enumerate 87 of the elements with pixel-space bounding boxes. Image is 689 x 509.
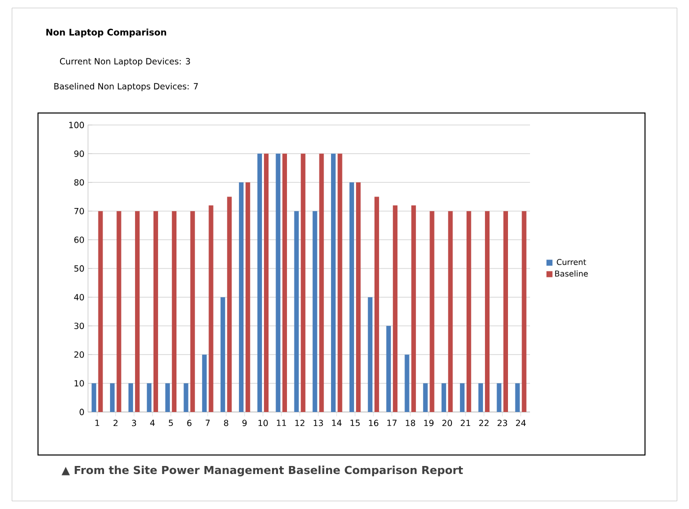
chart-title: Non Laptop Comparison [46, 28, 166, 38]
bar [282, 154, 287, 412]
y-tick-label: 60 [74, 236, 84, 243]
bar [135, 211, 140, 412]
text: Current Non Laptop Devices: 3 [60, 58, 190, 66]
y-tick-label: 10 [74, 380, 84, 386]
y-tick-label: 0 [80, 408, 84, 416]
x-tick-label: 1 [95, 420, 100, 426]
bar [184, 383, 188, 412]
bar [374, 196, 380, 412]
bar [448, 211, 453, 412]
bar [202, 354, 207, 412]
y-tick-label: 70 [74, 208, 84, 214]
y-tick-label: 40 [74, 294, 84, 300]
x-tick-label: 17 [387, 420, 397, 426]
bar [294, 211, 299, 412]
x-tick-label: 4 [150, 420, 155, 426]
bar [276, 154, 280, 412]
bar [300, 154, 306, 412]
bar [116, 211, 122, 412]
x-tick-label: 22 [479, 420, 489, 426]
bar [128, 383, 134, 412]
bar [356, 182, 361, 412]
bar [146, 383, 152, 412]
bar [208, 205, 214, 412]
bar [331, 154, 336, 412]
y-tick-label: 20 [74, 351, 84, 358]
text: Baselined Non Laptops Devices: 7 [54, 82, 198, 92]
bar [220, 297, 226, 412]
x-tick-label: 7 [206, 420, 210, 426]
x-tick-label: 16 [369, 420, 378, 426]
y-tick-label: 100 [69, 122, 84, 128]
bar [312, 211, 318, 412]
bar [165, 383, 170, 412]
x-tick-label: 9 [242, 420, 247, 426]
bar [153, 211, 158, 412]
bar [430, 211, 434, 412]
y-tick-label: 50 [74, 265, 84, 272]
bar [460, 383, 465, 412]
bar [227, 196, 232, 412]
bar [110, 383, 115, 412]
y-tick-label: 80 [74, 179, 84, 186]
x-tick-label: 12 [295, 420, 304, 426]
bar [319, 154, 324, 412]
bar [238, 182, 244, 412]
x-tick-label: 10 [258, 420, 268, 426]
x-tick-label: 8 [224, 420, 228, 426]
bar [442, 383, 446, 412]
bar [386, 326, 391, 412]
bar [98, 211, 103, 412]
bar [466, 211, 472, 412]
y-tick-label: 90 [74, 150, 84, 157]
x-tick-label: 14 [332, 420, 342, 426]
bar [257, 154, 262, 412]
bar [338, 154, 342, 412]
bar [478, 383, 483, 412]
bar [368, 297, 372, 412]
x-tick-label: 19 [424, 420, 434, 426]
bar [349, 182, 354, 412]
x-tick-label: 15 [350, 420, 360, 426]
bar [172, 211, 176, 412]
x-tick-label: 11 [276, 420, 286, 426]
x-tick-label: 21 [460, 420, 470, 426]
bar [496, 383, 502, 412]
bar [503, 211, 508, 412]
bar [246, 182, 250, 412]
bar [190, 211, 195, 412]
x-tick-label: 20 [442, 420, 452, 426]
x-tick-label: 24 [516, 420, 526, 426]
y-tick-label: 30 [74, 322, 84, 330]
bar [404, 354, 410, 412]
bar [392, 205, 398, 412]
x-tick-label: 6 [187, 420, 192, 426]
bar [484, 211, 490, 412]
bar [411, 205, 416, 412]
x-tick-label: 2 [114, 420, 118, 426]
bar [522, 211, 526, 412]
bar [92, 383, 96, 412]
x-tick-label: 3 [132, 420, 136, 426]
bar [515, 383, 520, 412]
text: ▲ From the Site Power Management Baseline Comparison Report [62, 466, 463, 476]
x-tick-label: 13 [314, 420, 323, 426]
bar [264, 154, 269, 412]
x-tick-label: 5 [168, 420, 173, 426]
bar [423, 383, 428, 412]
x-tick-label: 18 [406, 420, 416, 426]
x-tick-label: 23 [498, 420, 508, 426]
